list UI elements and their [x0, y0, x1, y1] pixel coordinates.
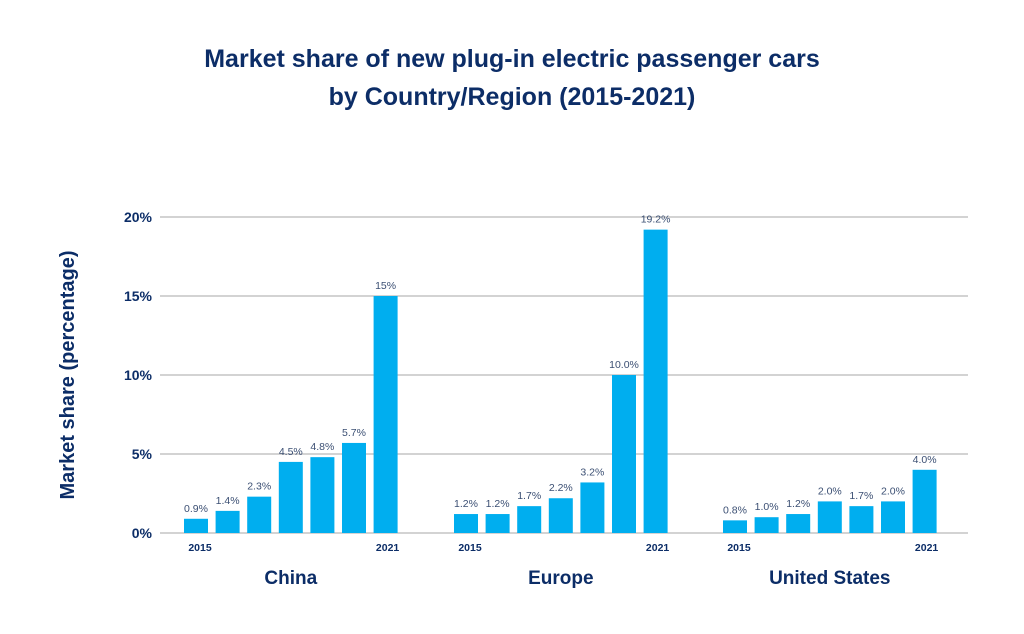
- bar: [817, 501, 842, 533]
- bar: [278, 461, 303, 533]
- bar: [643, 229, 668, 533]
- bar: [310, 457, 335, 533]
- y-axis-label-group: Market share (percentage): [57, 251, 79, 500]
- bar: [754, 517, 779, 533]
- bars: [184, 229, 937, 533]
- data-label: 1.7%: [849, 490, 873, 502]
- chart-title: Market share of new plug-in electric pas…: [0, 40, 1024, 116]
- data-label: 1.2%: [786, 498, 810, 510]
- y-tick-label: 5%: [132, 446, 153, 462]
- data-label: 1.0%: [755, 501, 779, 513]
- data-label: 2.0%: [818, 485, 842, 497]
- bar: [849, 506, 874, 533]
- year-label: 2021: [376, 542, 400, 554]
- data-label: 2.0%: [881, 485, 905, 497]
- bar: [454, 514, 478, 533]
- bar: [373, 296, 398, 533]
- bar: [723, 520, 747, 533]
- bar: [786, 514, 811, 533]
- y-tick-label: 10%: [124, 367, 153, 383]
- bar: [517, 506, 542, 533]
- group-label: Europe: [528, 568, 593, 589]
- data-label: 1.4%: [216, 495, 240, 507]
- data-label: 0.8%: [723, 504, 747, 516]
- data-label: 5.7%: [342, 427, 366, 439]
- y-axis-ticks: 0% 5% 10% 15% 20%: [124, 209, 153, 541]
- y-axis-label: Market share (percentage): [57, 251, 79, 500]
- data-label: 3.2%: [580, 466, 604, 478]
- bar: [485, 514, 510, 533]
- bar: [342, 442, 366, 533]
- group-label: China: [264, 568, 317, 589]
- data-label: 4.5%: [279, 446, 303, 458]
- year-labels: 2015 2021 2015 2021 2015 2021: [188, 542, 938, 554]
- year-label: 2015: [727, 542, 751, 554]
- data-label: 2.2%: [549, 482, 573, 494]
- chart-title-line-1: Market share of new plug-in electric pas…: [204, 45, 820, 73]
- year-label: 2021: [646, 542, 670, 554]
- bar: [184, 518, 208, 533]
- data-label: 2.3%: [247, 481, 271, 493]
- bar: [215, 510, 240, 533]
- year-label: 2021: [915, 542, 939, 554]
- group-labels: China Europe United States: [264, 568, 890, 589]
- bar: [247, 496, 272, 533]
- y-tick-label: 15%: [124, 288, 153, 304]
- data-label: 19.2%: [641, 214, 671, 226]
- data-label: 1.7%: [517, 490, 541, 502]
- data-label: 1.2%: [486, 498, 510, 510]
- data-label: 15%: [375, 280, 396, 292]
- year-label: 2015: [458, 542, 482, 554]
- data-labels: 0.9% 1.4% 2.3% 4.5% 4.8% 5.7% 15% 1.2% 1.2% 1.7% 2…: [184, 214, 937, 517]
- data-label: 1.2%: [454, 498, 478, 510]
- data-label: 10.0%: [609, 359, 639, 371]
- year-label: 2015: [188, 542, 212, 554]
- bar: [548, 498, 573, 533]
- bar: [580, 482, 605, 533]
- data-label: 4.8%: [310, 441, 334, 453]
- y-tick-label: 20%: [124, 209, 153, 225]
- y-tick-label: 0%: [132, 525, 153, 541]
- bar: [881, 501, 905, 533]
- bar: [612, 375, 636, 533]
- chart-title-line-2: by Country/Region (2015-2021): [328, 83, 696, 111]
- data-label: 0.9%: [184, 503, 208, 515]
- bar: [912, 469, 937, 533]
- group-label: United States: [769, 568, 890, 589]
- data-label: 4.0%: [913, 454, 937, 466]
